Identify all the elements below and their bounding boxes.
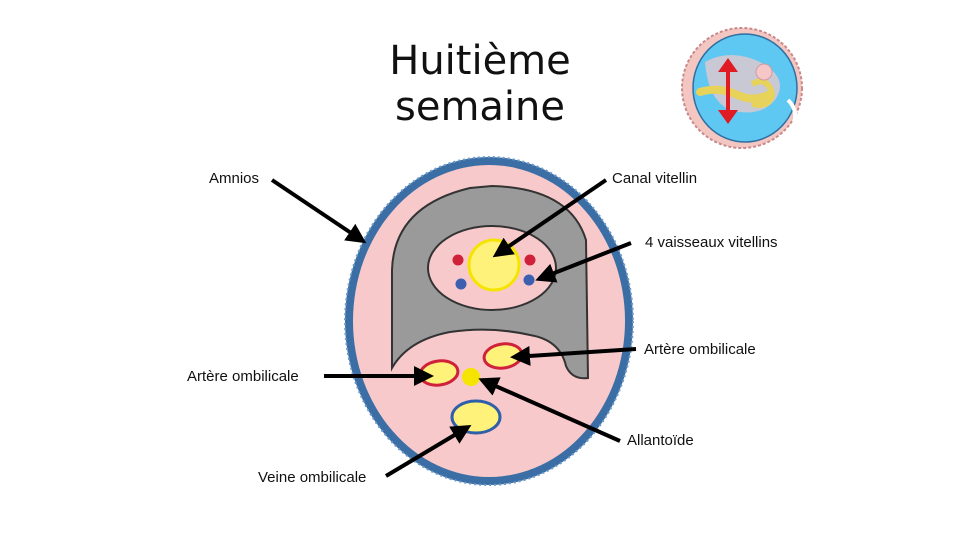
red-arrow-down-icon [718, 110, 738, 124]
red-arrow-up-icon [718, 58, 738, 72]
label-allantoide: Allantoïde [627, 432, 694, 449]
umbilical-vein [450, 399, 502, 435]
label-veine-ombilicale: Veine ombilicale [258, 469, 367, 486]
arrow-amnios [270, 178, 367, 244]
label-amnios: Amnios [209, 170, 260, 187]
label-artere-ombilicale-right: Artère ombilicale [644, 341, 756, 358]
canal-vitellin [467, 238, 521, 292]
label-canal-vitellin: Canal vitellin [612, 170, 698, 187]
slide-title: Huitième semaine [389, 38, 571, 130]
allantois [462, 368, 480, 386]
arrow-vaisseaux-vitellins [535, 241, 632, 283]
vitelline-vein [455, 278, 467, 290]
arrow-canal-vitellin [492, 178, 608, 258]
arrow-veine-ombilicale [384, 424, 472, 478]
label-vaisseaux-vitellins: 4 vaisseaux vitellins [645, 234, 778, 251]
vitelline-artery [452, 254, 464, 266]
vitelline-vein [523, 274, 535, 286]
arrow-allantoide [478, 377, 621, 443]
arrow-artere-ombilicale-right [510, 345, 637, 366]
embryo-thumbnail [681, 27, 803, 149]
vitelline-artery [524, 254, 536, 266]
label-artere-ombilicale-left: Artère ombilicale [187, 368, 299, 385]
